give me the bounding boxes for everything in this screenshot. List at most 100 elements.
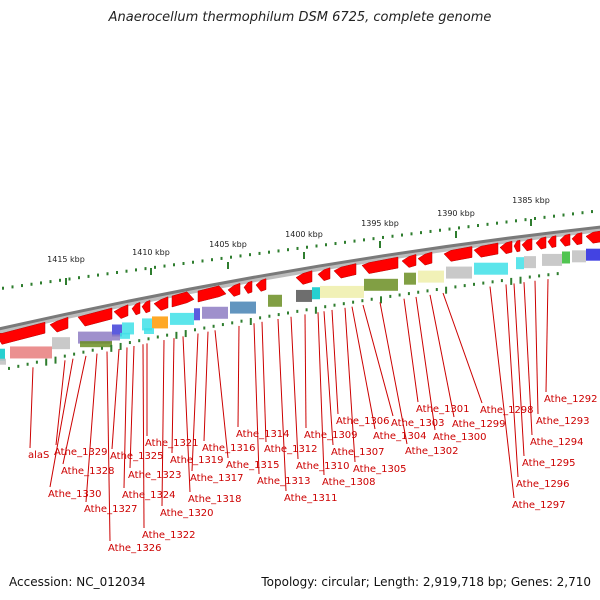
gene-leader-line — [182, 336, 191, 493]
gene-arrow — [227, 282, 241, 297]
ruler-major-tick — [65, 278, 67, 285]
gene-label[interactable]: Athe_1300 — [433, 432, 487, 443]
gene-labels: alaSAthe_1330Athe_1329Athe_1328Athe_1327… — [28, 279, 598, 554]
ruler-minor-tick — [163, 264, 166, 268]
gene-label[interactable]: Athe_1296 — [516, 479, 570, 490]
gene-label[interactable]: Athe_1322 — [142, 530, 196, 541]
gene-label[interactable]: Athe_1311 — [284, 493, 338, 504]
gene-leader-line — [317, 312, 325, 476]
ruler-label: 1415 kbp — [47, 255, 85, 264]
feature-tick — [147, 337, 150, 341]
gene-label[interactable]: Athe_1301 — [416, 404, 470, 415]
gene-label[interactable]: Athe_1326 — [108, 543, 162, 554]
ruler-minor-tick — [334, 242, 337, 246]
feature-tick — [119, 342, 122, 350]
gene-label[interactable]: Athe_1318 — [188, 494, 242, 505]
feature-tick — [324, 305, 327, 309]
gene-label[interactable]: Athe_1323 — [128, 470, 182, 481]
gene-label[interactable]: Athe_1295 — [522, 458, 576, 469]
gene-label[interactable]: alaS — [28, 450, 49, 461]
ruler-minor-tick — [40, 281, 42, 285]
gene-leader-line — [331, 309, 339, 415]
gene-leader-line — [62, 355, 87, 465]
feature-tick — [194, 328, 196, 332]
feature-box — [268, 294, 282, 307]
gene-label[interactable]: Athe_1314 — [236, 429, 290, 440]
gene-label[interactable]: Athe_1310 — [296, 461, 350, 472]
genome-summary: Topology: circular; Length: 2,919,718 bp… — [261, 575, 591, 589]
gene-label[interactable]: Athe_1313 — [257, 476, 311, 487]
gene-label[interactable]: Athe_1324 — [122, 490, 176, 501]
gene-leader-line — [323, 311, 334, 446]
feature-tick — [63, 354, 66, 358]
ruler-minor-tick — [382, 235, 384, 239]
feature-tick — [128, 341, 131, 345]
gene-label[interactable]: Athe_1307 — [331, 447, 385, 458]
feature-box — [312, 287, 320, 300]
feature-tick — [361, 299, 364, 303]
ruler-minor-tick — [581, 211, 584, 215]
gene-label[interactable]: Athe_1320 — [160, 508, 214, 519]
ruler-minor-tick — [410, 232, 413, 236]
feature-box — [52, 337, 70, 350]
gene-label[interactable]: Athe_1319 — [170, 455, 224, 466]
gene-leader-line — [214, 330, 229, 459]
feature-tick — [352, 300, 355, 304]
feature-tick — [54, 356, 57, 364]
gene-label[interactable]: Athe_1304 — [373, 431, 427, 442]
feature-box — [122, 322, 134, 335]
feature-tick — [556, 272, 559, 276]
ruler-minor-tick — [391, 234, 394, 238]
gene-label[interactable]: Athe_1299 — [452, 419, 506, 430]
feature-tick — [259, 316, 262, 320]
gene-label[interactable]: Athe_1309 — [304, 430, 358, 441]
ruler-label: 1390 kbp — [437, 209, 475, 218]
feature-box — [230, 301, 256, 314]
feature-tick — [91, 348, 94, 352]
feature-box — [194, 308, 200, 321]
gene-arrow — [317, 267, 331, 282]
gene-label[interactable]: Athe_1325 — [110, 451, 164, 462]
gene-label[interactable]: Athe_1312 — [264, 444, 318, 455]
ruler-minor-tick — [486, 222, 489, 226]
feature-tick — [305, 308, 308, 312]
feature-box — [78, 331, 112, 344]
gene-leader-line — [415, 296, 436, 431]
gene-label[interactable]: Athe_1330 — [48, 489, 102, 500]
ruler-minor-tick — [591, 210, 593, 214]
feature-tick — [26, 362, 29, 366]
gene-leader-line — [129, 345, 135, 469]
gene-label[interactable]: Athe_1305 — [353, 464, 407, 475]
ruler-minor-tick — [144, 267, 147, 271]
gene-label[interactable]: Athe_1306 — [336, 416, 390, 427]
gene-label[interactable]: Athe_1294 — [530, 437, 584, 448]
ruler-minor-tick — [201, 259, 204, 263]
gene-leader-line — [304, 314, 307, 429]
feature-tick — [73, 352, 76, 356]
ruler-minor-tick — [296, 246, 299, 250]
gene-label[interactable]: Athe_1317 — [190, 473, 244, 484]
gene-label[interactable]: Athe_1298 — [480, 405, 534, 416]
gene-label[interactable]: Athe_1297 — [512, 500, 566, 511]
gene-label[interactable]: Athe_1303 — [391, 418, 445, 429]
ruler-minor-tick — [344, 240, 346, 244]
gene-leader-line — [489, 286, 515, 499]
gene-leader-line — [442, 292, 483, 404]
gene-label[interactable]: Athe_1302 — [405, 446, 459, 457]
gene-arrow — [513, 239, 521, 253]
ruler-minor-tick — [97, 273, 99, 277]
feature-tick — [435, 288, 438, 292]
feature-tick — [491, 280, 494, 284]
feature-box — [170, 312, 194, 325]
gene-label[interactable]: Athe_1293 — [536, 416, 590, 427]
gene-label[interactable]: Athe_1329 — [54, 447, 108, 458]
gene-leader-line — [203, 331, 209, 442]
gene-label[interactable]: Athe_1315 — [226, 460, 280, 471]
feature-tick — [287, 311, 289, 315]
gene-label[interactable]: Athe_1316 — [202, 443, 256, 454]
feature-tick — [101, 346, 103, 350]
gene-label[interactable]: Athe_1308 — [322, 477, 376, 488]
gene-label[interactable]: Athe_1327 — [84, 504, 138, 515]
gene-label[interactable]: Athe_1292 — [544, 394, 598, 405]
feature-tick — [538, 274, 541, 278]
